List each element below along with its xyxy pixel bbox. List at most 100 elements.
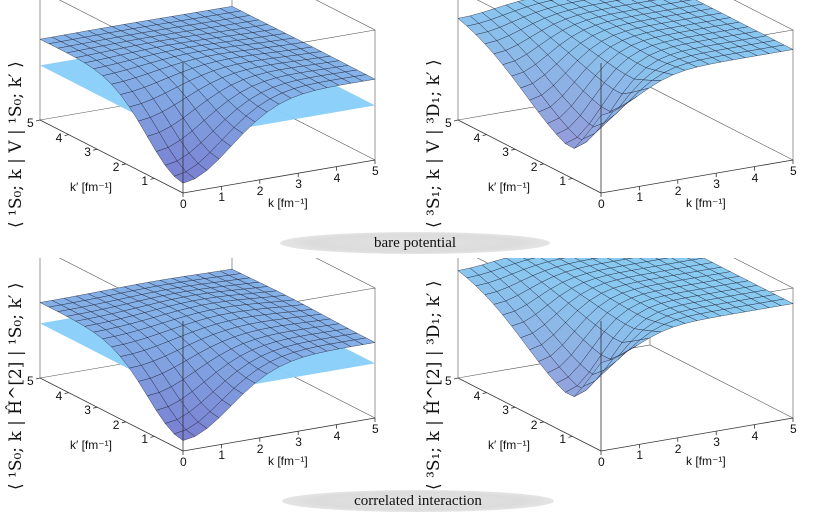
- surface-plot: [35, 258, 376, 455]
- k-tick-label: 2: [674, 441, 682, 456]
- kprime-tick-label: 5: [27, 374, 34, 388]
- k-tick-label: 1: [218, 448, 226, 463]
- surface-plot: [453, 258, 794, 455]
- kprime-tick-mark: [150, 178, 155, 180]
- kprime-axis-label: k′ [fm⁻¹]: [70, 438, 112, 452]
- front-axes: [457, 63, 794, 194]
- kprime-tick-label: 1: [141, 174, 149, 189]
- panel-y-label: ⟨ ¹S₀; k | Ĥ^[2] | ¹S₀; k′ ⟩: [6, 282, 26, 490]
- kprime-tick-mark: [568, 436, 573, 438]
- kprime-tick-label: 4: [473, 130, 481, 145]
- kprime-tick-label: 3: [84, 403, 91, 418]
- k-tick-label: 5: [790, 422, 797, 436]
- kprime-axis-label: k′ [fm⁻¹]: [70, 180, 112, 194]
- k-tick-label: 4: [751, 428, 759, 443]
- front-axes: [39, 321, 376, 452]
- kprime-tick-label: 3: [502, 145, 509, 160]
- kprime-tick-mark: [93, 406, 98, 409]
- k-tick-label: 5: [372, 422, 379, 436]
- kprime-tick-label: 2: [112, 417, 120, 432]
- k-tick-label: 0: [598, 197, 605, 211]
- k-tick-label: 4: [333, 170, 341, 185]
- k-axis-line: [182, 417, 376, 452]
- kprime-tick-mark: [64, 134, 69, 136]
- kprime-axis-label: k′ [fm⁻¹]: [488, 438, 530, 452]
- k-tick-label: 2: [256, 441, 264, 456]
- kprime-axis-label: k′ [fm⁻¹]: [488, 180, 530, 194]
- kprime-tick-mark: [121, 163, 126, 166]
- k-tick-label: 3: [713, 435, 720, 450]
- kprime-tick-label: 2: [112, 159, 120, 174]
- k-tick-label: 1: [636, 448, 644, 463]
- k-tick-label: 1: [636, 190, 644, 205]
- panel-y-label: ⟨ ³S₁; k | V | ³D₁; k′ ⟩: [424, 59, 444, 228]
- kprime-tick-mark: [511, 148, 516, 151]
- panel-1s0-correlated: ⟨ ¹S₀; k | Ĥ^[2] | ¹S₀; k′ ⟩ 0 1 2 3 4 5 1 2 3 4 5…: [0, 258, 405, 498]
- kprime-tick-mark: [568, 178, 573, 180]
- panel-y-label: ⟨ ¹S₀; k | V | ¹S₀; k′ ⟩: [6, 61, 26, 228]
- surface-mesh: [457, 258, 794, 397]
- top-frame: [58, 0, 376, 64]
- kprime-tick-mark: [453, 377, 459, 380]
- surface-cell: [591, 111, 614, 128]
- kprime-tick-mark: [539, 163, 544, 166]
- panel-y-label: ⟨ ³S₁; k | Ĥ^[2] | ³D₁; k′ ⟩: [424, 280, 444, 490]
- surface-cell: [591, 358, 614, 376]
- k-tick-label: 3: [295, 177, 302, 192]
- kprime-tick-label: 3: [84, 145, 91, 160]
- kprime-axis-line: [457, 119, 602, 194]
- k-axis-label: k [fm⁻¹]: [268, 454, 308, 468]
- panel-3s1-3d1-correlated: ⟨ ³S₁; k | Ĥ^[2] | ³D₁; k′ ⟩ 0 1 2 3 4 5 1 2 3 4 5…: [418, 258, 823, 498]
- kprime-tick-mark: [453, 119, 459, 122]
- k-tick-label: 0: [180, 455, 187, 469]
- kprime-tick-label: 1: [559, 432, 567, 447]
- kprime-tick-label: 1: [559, 174, 567, 189]
- surface-mesh: [39, 268, 376, 441]
- surface-mesh: [457, 0, 794, 149]
- k-tick-label: 3: [713, 177, 720, 192]
- surface-cell: [173, 429, 196, 441]
- surface-plot: [35, 0, 376, 197]
- kprime-axis-line: [39, 377, 184, 452]
- k-tick-label: 5: [790, 164, 797, 178]
- k-tick-label: 4: [333, 428, 341, 443]
- kprime-tick-mark: [539, 421, 544, 424]
- kprime-tick-label: 5: [445, 374, 452, 388]
- k-tick-label: 3: [295, 435, 302, 450]
- k-axis-line: [182, 159, 376, 194]
- k-tick-label: 4: [751, 170, 759, 185]
- kprime-tick-label: 2: [530, 159, 538, 174]
- kprime-tick-mark: [482, 134, 487, 136]
- kprime-axis-line: [39, 119, 184, 194]
- panel-3s1-3d1-bare: ⟨ ³S₁; k | V | ³D₁; k′ ⟩ 0 1 2 3 4 5 1 2 3 4 5 k [f…: [418, 0, 823, 240]
- kprime-tick-mark: [150, 436, 155, 438]
- k-tick-label: 0: [598, 455, 605, 469]
- caption-correlated-interaction: correlated interaction: [282, 490, 554, 512]
- front-axes: [39, 63, 376, 194]
- k-axis-line: [600, 417, 794, 452]
- panel-1s0-bare: ⟨ ¹S₀; k | V | ¹S₀; k′ ⟩ 0 1 2 3 4 5 1 2 3 4 5 k [f…: [0, 0, 405, 240]
- k-axis-label: k [fm⁻¹]: [686, 454, 726, 468]
- k-tick-label: 2: [674, 183, 682, 198]
- k-axis-label: k [fm⁻¹]: [686, 196, 726, 210]
- k-tick-label: 2: [256, 183, 264, 198]
- kprime-tick-mark: [35, 377, 41, 380]
- k-tick-label: 0: [180, 197, 187, 211]
- kprime-tick-label: 4: [473, 388, 481, 403]
- kprime-tick-mark: [64, 392, 69, 394]
- k-axis-label: k [fm⁻¹]: [268, 196, 308, 210]
- kprime-tick-mark: [482, 392, 487, 394]
- surface-cell: [173, 171, 196, 184]
- kprime-tick-label: 1: [141, 432, 149, 447]
- top-frame: [58, 258, 376, 322]
- kprime-tick-mark: [93, 148, 98, 151]
- k-tick-label: 5: [372, 164, 379, 178]
- k-tick-label: 1: [218, 190, 226, 205]
- kprime-tick-label: 4: [55, 388, 63, 403]
- k-axis-line: [600, 159, 794, 194]
- kprime-tick-mark: [511, 406, 516, 409]
- kprime-tick-label: 2: [530, 417, 538, 432]
- kprime-tick-mark: [35, 119, 41, 122]
- kprime-tick-label: 4: [55, 130, 63, 145]
- caption-bare-potential: bare potential: [280, 232, 550, 254]
